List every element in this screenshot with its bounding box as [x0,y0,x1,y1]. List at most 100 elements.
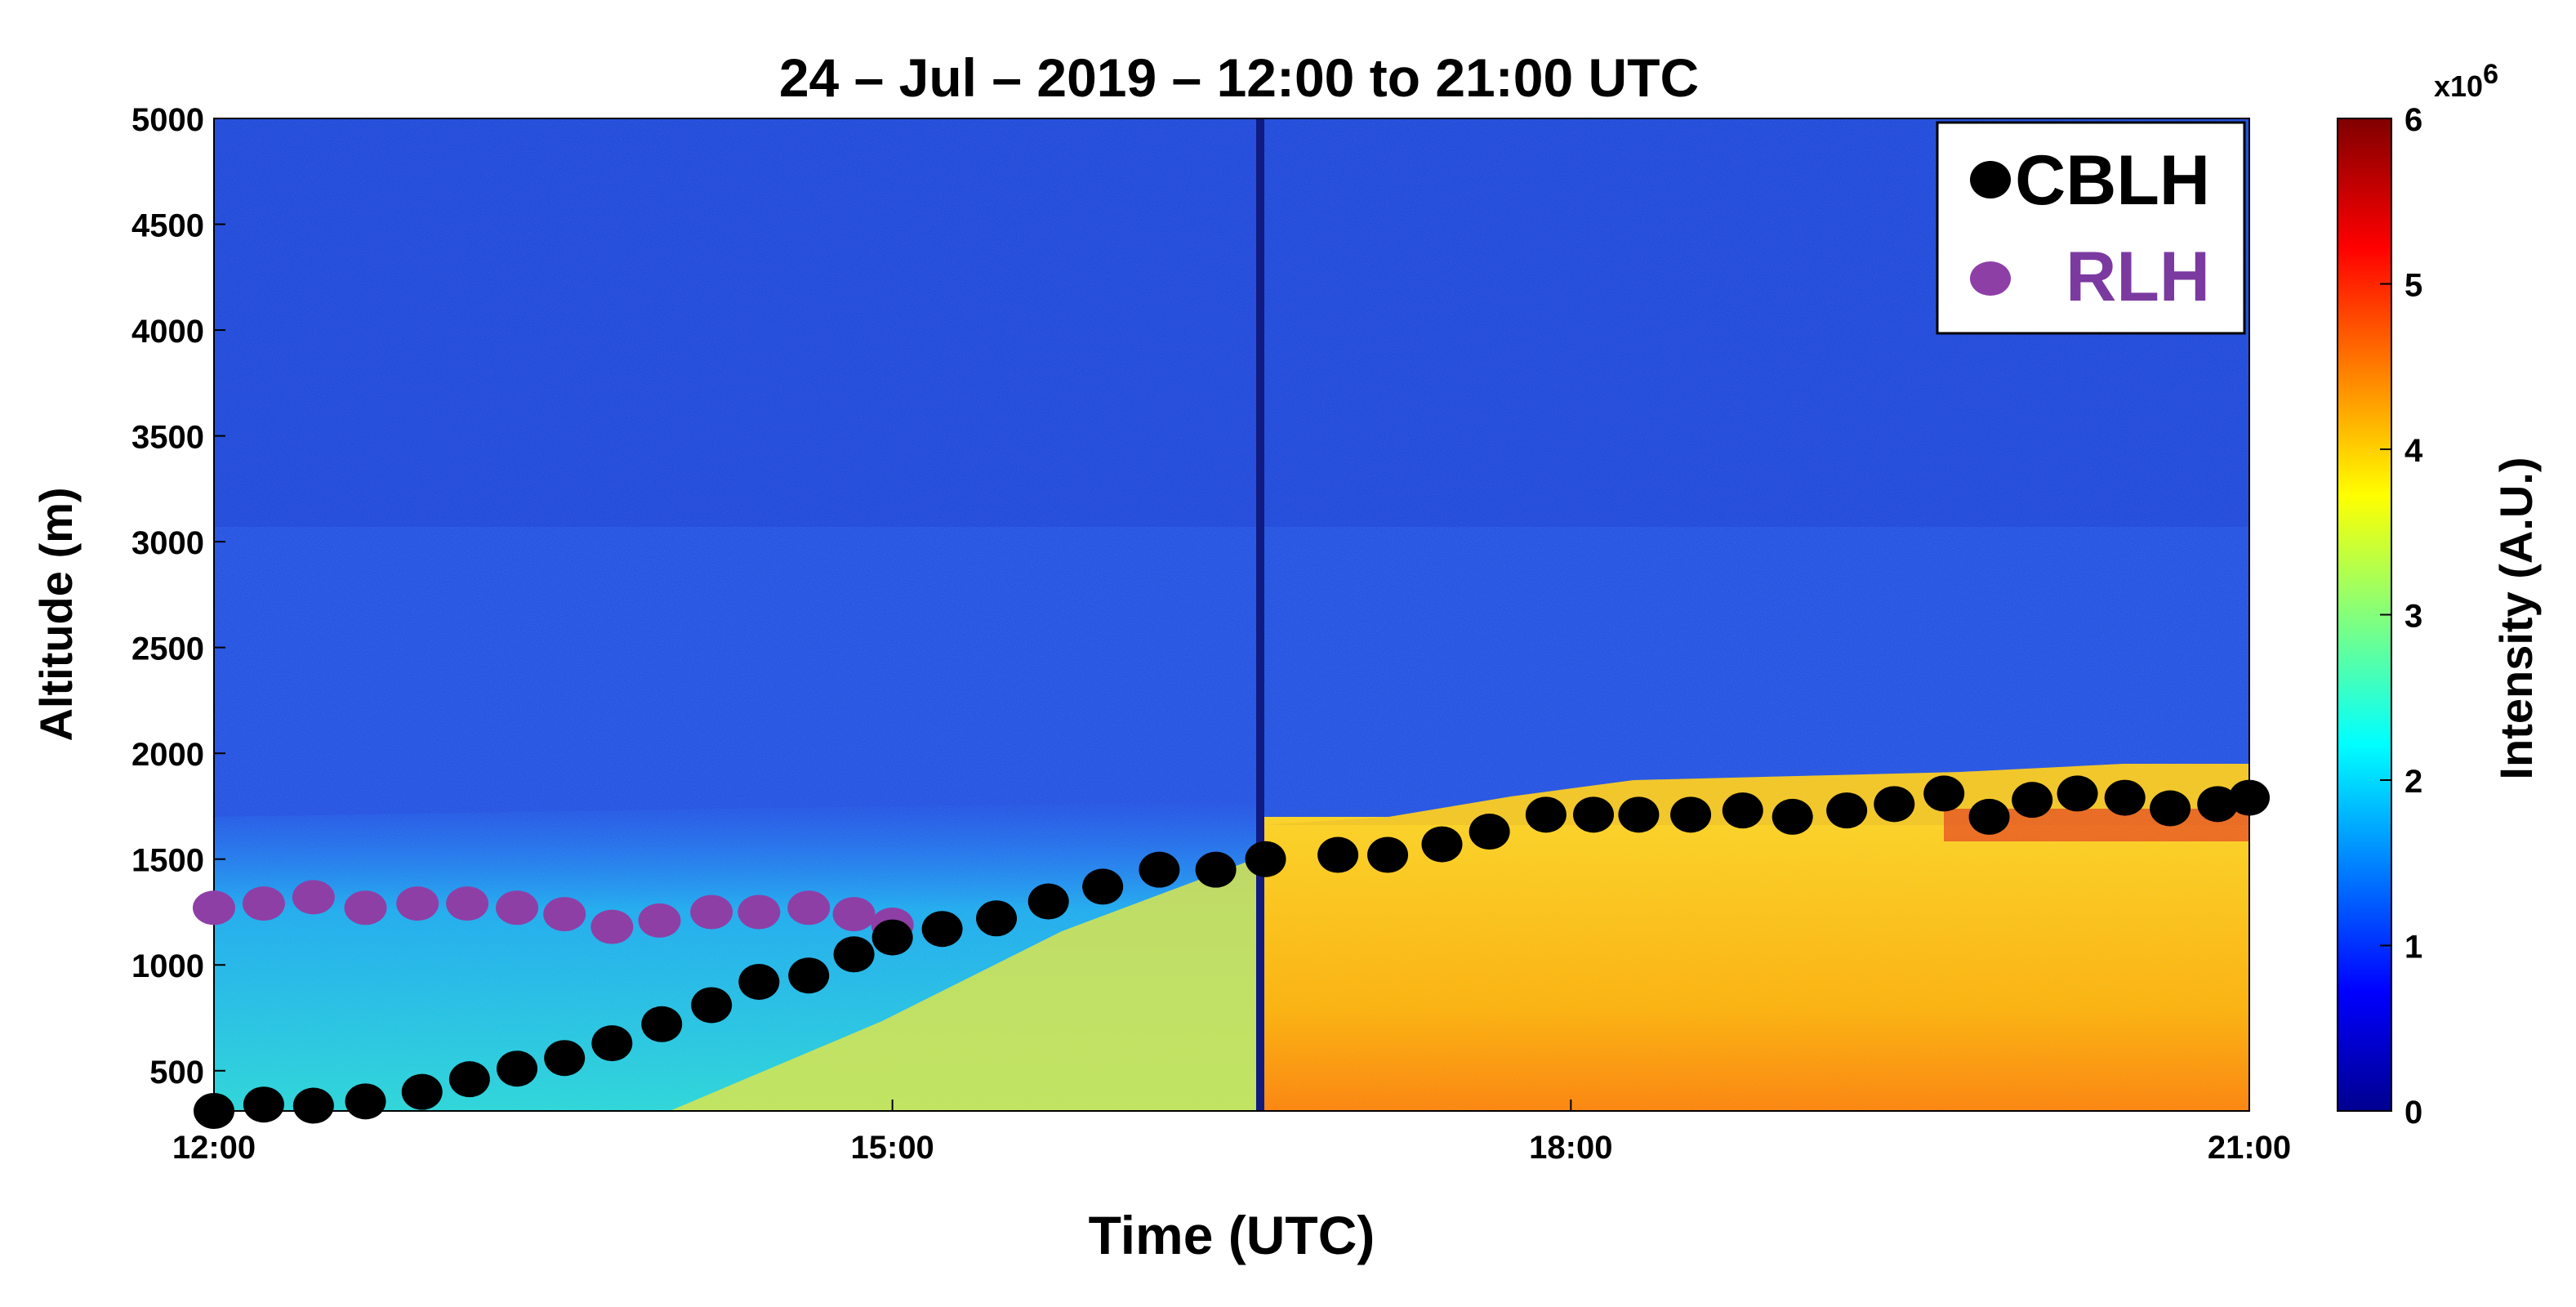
colorbar-tick-label: 4 [2404,433,2423,469]
heatmap-data-gap [1256,118,1264,1111]
x-axis-label: Time (UTC) [1089,1205,1375,1265]
legend-box [1936,121,2246,335]
cblh-point [1027,883,1069,920]
cblh-point [1670,796,1712,833]
chart-title: 24 – Jul – 2019 – 12:00 to 21:00 UTC [779,47,1699,108]
rlh-point [242,886,285,921]
x-axis: 12:00 15:00 18:00 21:00 [172,1100,2291,1166]
cblh-point [2104,779,2146,816]
x-tick-label: 18:00 [1529,1130,1612,1166]
colorbar-label: Intensity (A.U.) [2490,457,2542,779]
cblh-point [1772,798,1813,835]
colorbar-exponent-power: 6 [2483,59,2498,90]
cblh-point [1525,796,1567,833]
cblh-point [2197,786,2239,823]
cblh-point [194,1093,234,1129]
cblh-point [921,911,963,948]
colorbar-tick-label: 0 [2404,1095,2422,1131]
rlh-point [193,890,235,926]
cblh-point [1468,814,1510,850]
legend: CBLH RLH [1936,121,2246,335]
cblh-point [591,1025,633,1062]
x-tick-label: 12:00 [172,1130,256,1166]
y-axis-label: Altitude (m) [30,487,82,741]
rlh-point [638,903,681,938]
y-tick-label: 1500 [131,843,204,879]
rlh-point [832,897,876,932]
y-tick-label: 1000 [131,948,204,984]
y-tick-label: 4000 [131,314,204,350]
cblh-point [1367,836,1409,873]
cblh-point [1195,851,1237,888]
colorbar-tick-label: 1 [2404,930,2422,966]
cblh-point [544,1040,586,1077]
y-tick-label: 500 [149,1055,204,1091]
y-tick-label: 2500 [131,631,204,667]
cblh-point [833,936,875,973]
cblh-point [1245,841,1286,877]
cblh-point [1968,798,2010,835]
colorbar-tick-label: 3 [2404,599,2422,635]
cblh-point [641,1006,683,1042]
cblh-point [1923,775,1965,812]
cblh-point [1573,796,1615,833]
cblh-point [345,1083,386,1120]
cblh-point [497,1051,538,1087]
cblh-point [871,919,913,956]
colorbar-exponent-base: x10 [2434,69,2483,103]
y-tick-label: 4500 [131,208,204,244]
plot-frame [213,118,2250,1112]
cblh-point [2229,779,2270,816]
rlh-point [292,880,335,915]
cblh-point [1722,792,1763,829]
legend-rlh-label: RLH [2066,238,2210,316]
y-tick-label: 2000 [131,737,204,773]
colorbar-exponent: x106 [2434,59,2498,103]
heatmap-noise [214,118,2249,1111]
cblh-point [1421,826,1463,863]
cblh-point [691,987,733,1024]
x-tick-label: 21:00 [2208,1130,2291,1166]
colorbar-tick-label: 2 [2404,764,2422,800]
rlh-point [591,909,634,944]
cblh-point [738,963,780,1000]
y-axis: 500 1000 1500 2000 2500 3000 3500 4000 4500 5000 [131,102,225,1091]
cblh-point [1618,796,1660,833]
cblh-point [292,1087,334,1124]
legend-cblh-label: CBLH [2015,141,2210,220]
y-tick-label: 3000 [131,525,204,561]
series-markers [193,775,2270,1129]
cblh-point [788,957,830,994]
cblh-point [401,1073,443,1110]
cblh-point [1874,786,1915,823]
cblh-point [2057,775,2098,812]
cblh-point [976,900,1018,937]
cblh-point [2012,782,2053,819]
rlh-point [738,894,781,930]
colorbar-tick-label: 5 [2404,268,2422,304]
cblh-point [1082,868,1124,905]
legend-cblh-marker [1970,161,2011,199]
y-tick-label: 5000 [131,102,204,138]
rlh-point [446,886,489,921]
colorbar-tick-label: 6 [2404,102,2422,138]
cblh-point [2150,790,2191,827]
colorbar-ticks: 0 1 2 3 4 5 6 [2380,102,2423,1131]
y-tick-label: 3500 [131,420,204,456]
cblh-point [1826,792,1868,829]
x-tick-label: 15:00 [851,1130,934,1166]
cblh-point [243,1086,284,1123]
cblh-point [1317,836,1359,873]
rlh-point [396,886,439,921]
rlh-point [543,897,586,932]
rlh-point [690,894,733,930]
rlh-point [344,890,387,926]
legend-rlh-marker [1970,261,2011,296]
cblh-point [448,1061,490,1098]
rlh-point [496,890,539,926]
heatmap [214,118,2249,1111]
cblh-point [1139,851,1180,888]
rlh-point [787,890,831,926]
